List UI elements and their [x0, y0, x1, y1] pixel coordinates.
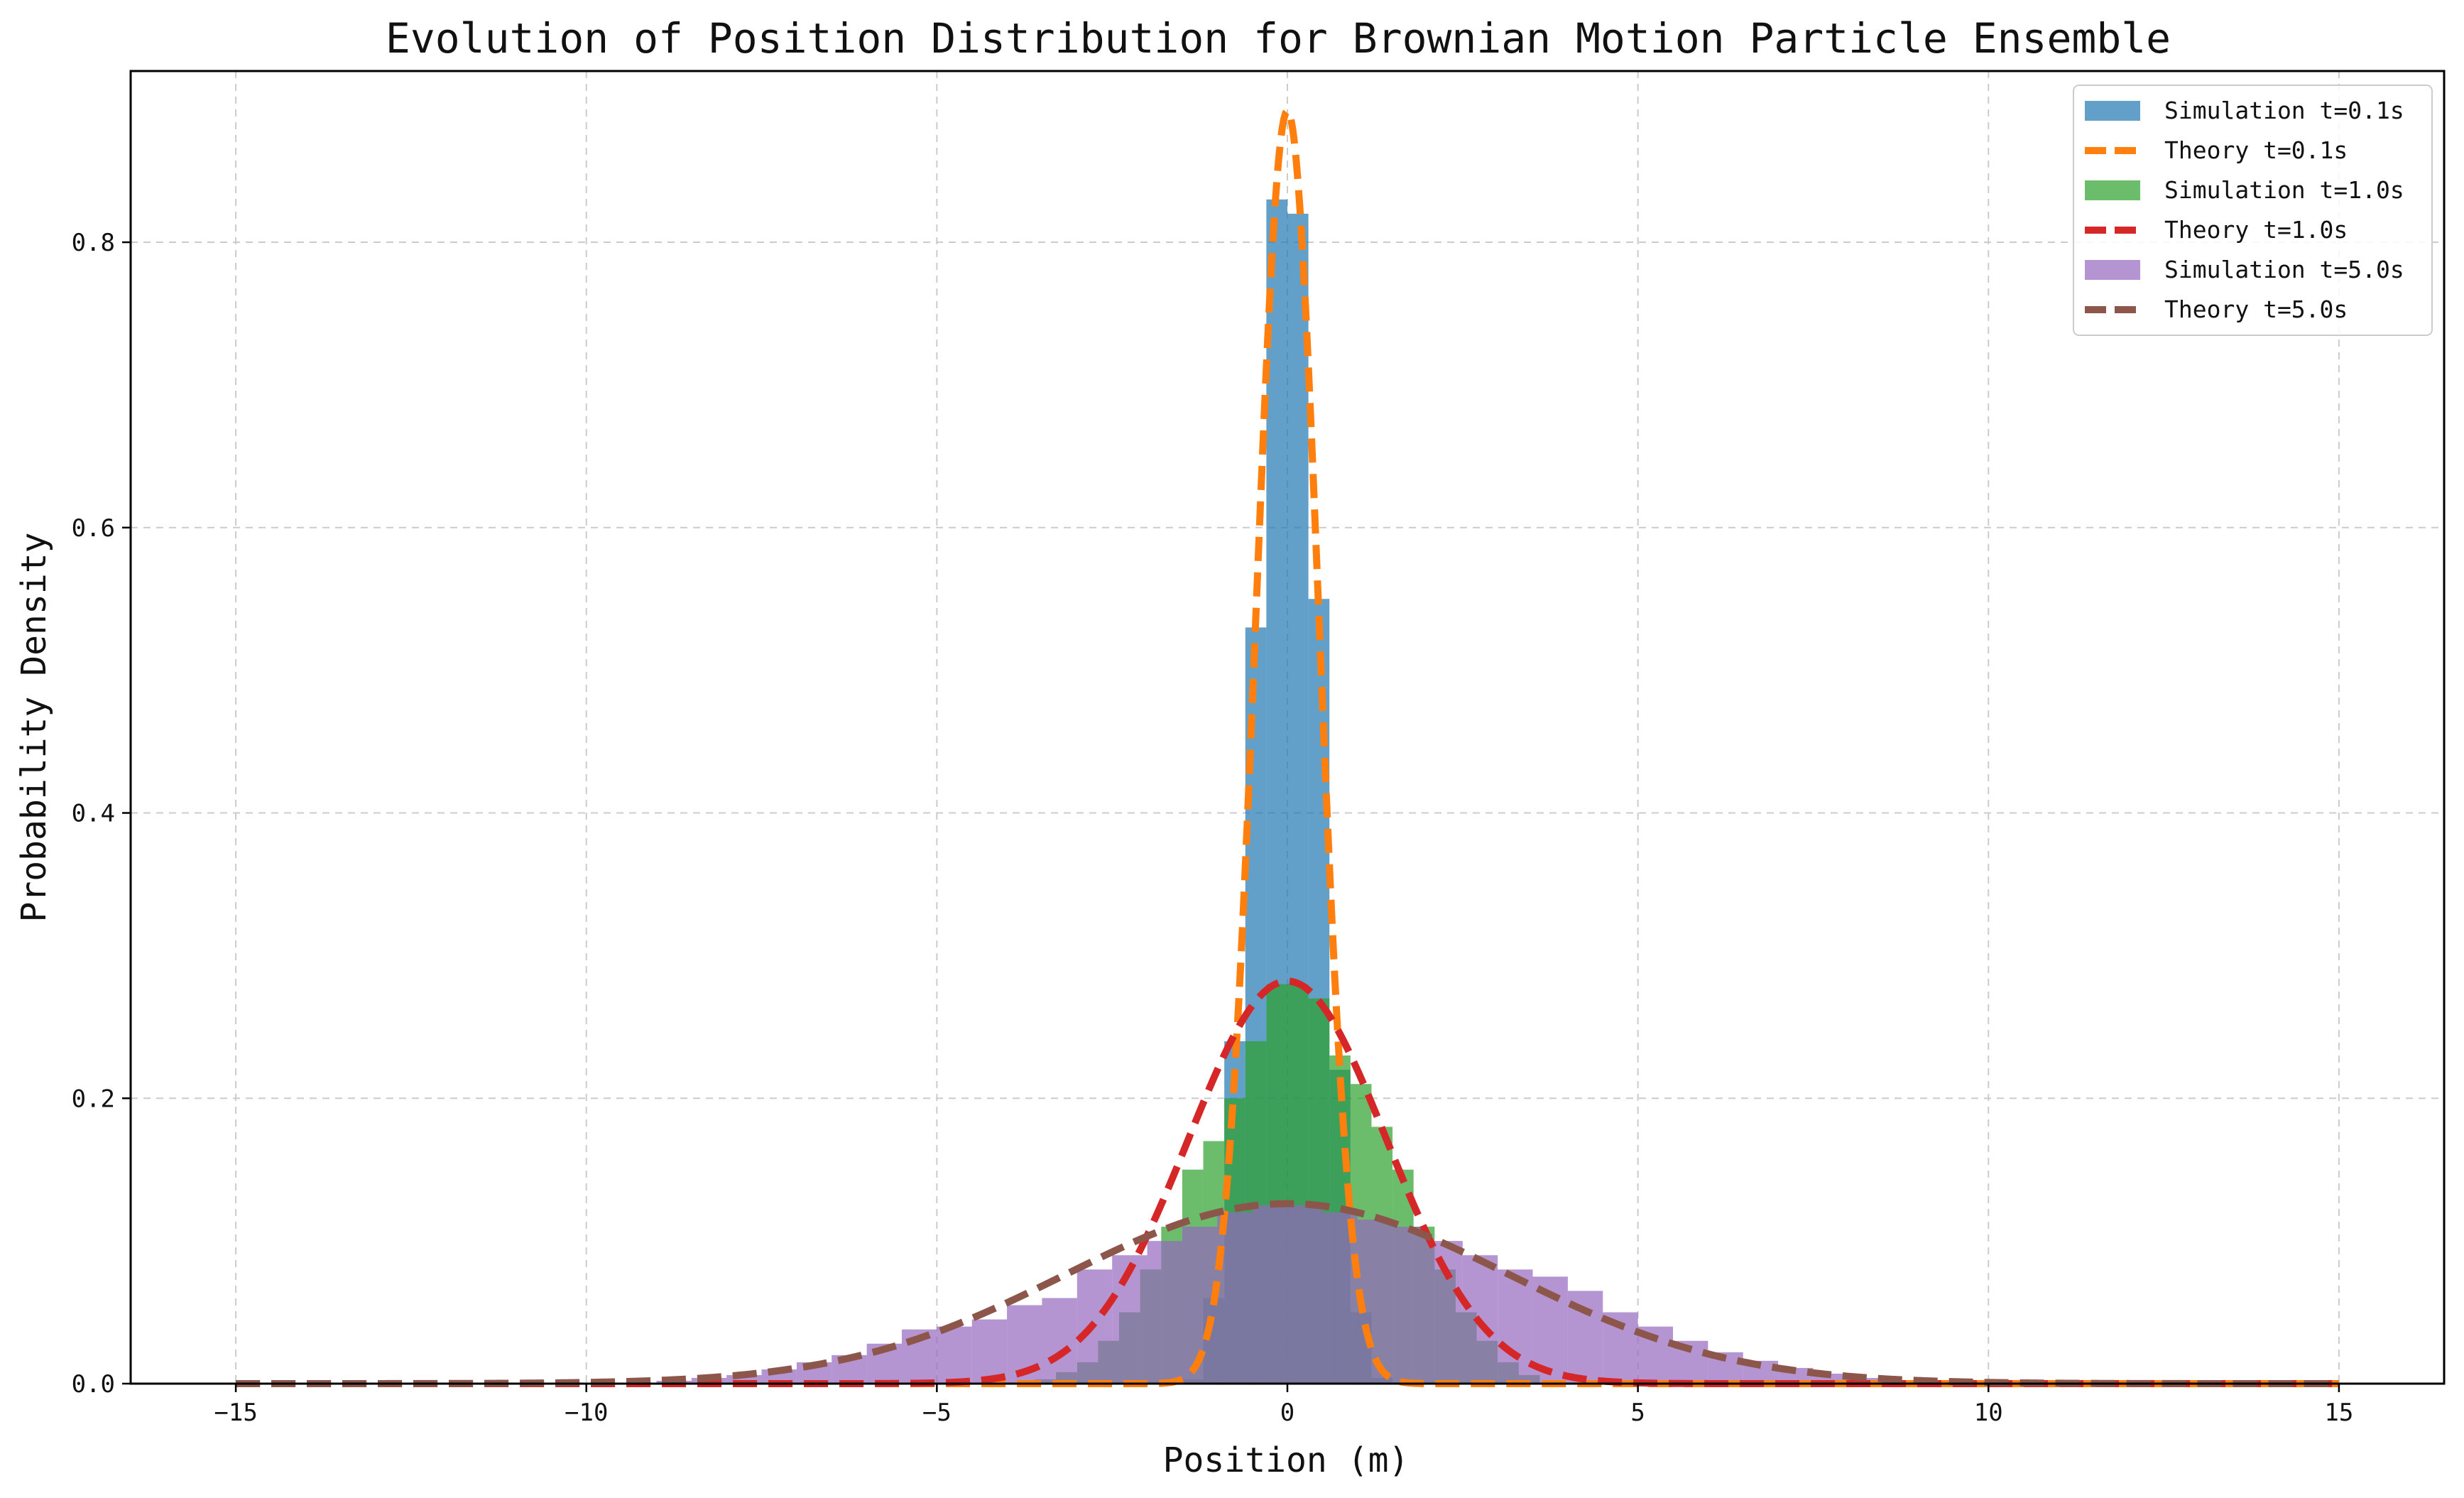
x-tick-label-3: 0 [1280, 1399, 1294, 1427]
x-tick-label-1: −10 [565, 1399, 608, 1427]
y-axis-ticks: 0.0 0.2 0.4 0.6 0.8 [72, 229, 131, 1399]
y-tick-label-0: 0.0 [72, 1370, 115, 1399]
legend-label-5: Theory t=5.0s [2164, 295, 2348, 323]
y-axis-label: Probability Density [14, 532, 54, 922]
hist-bar-2-11 [1042, 1298, 1077, 1384]
legend-label-1: Theory t=0.1s [2164, 136, 2348, 164]
hist-bar-2-8 [937, 1326, 972, 1384]
y-tick-label-1: 0.2 [72, 1085, 115, 1113]
legend-swatch-0 [2085, 101, 2140, 121]
hist-bar-2-22 [1427, 1241, 1463, 1384]
legend-swatch-4 [2085, 260, 2140, 280]
hist-bar-2-9 [971, 1319, 1008, 1384]
theory-curve-2 [236, 1200, 2339, 1387]
hist-bar-2-21 [1392, 1227, 1428, 1384]
hist-bar-2-14 [1147, 1241, 1182, 1384]
legend-swatch-2 [2085, 180, 2140, 200]
legend-label-3: Theory t=1.0s [2164, 216, 2348, 244]
legend-label-2: Simulation t=1.0s [2164, 176, 2404, 204]
x-tick-label-5: 10 [1974, 1399, 2003, 1427]
legend-box [2073, 85, 2433, 336]
legend-label-4: Simulation t=5.0s [2164, 256, 2404, 283]
y-tick-label-4: 0.8 [72, 229, 115, 257]
hist-bar-2-24 [1498, 1269, 1533, 1384]
x-tick-label-4: 5 [1630, 1399, 1645, 1427]
x-tick-label-2: −5 [922, 1399, 952, 1427]
x-tick-label-6: 15 [2324, 1399, 2353, 1427]
x-axis-label: Position (m) [1163, 1440, 1410, 1480]
hist-bar-2-18 [1287, 1205, 1323, 1384]
chart-title: Evolution of Position Distribution for B… [386, 14, 2171, 63]
y-tick-label-2: 0.4 [72, 800, 115, 828]
hist-bar-2-16 [1217, 1212, 1253, 1384]
y-tick-label-3: 0.6 [72, 514, 115, 543]
hist-bar-2-17 [1252, 1205, 1287, 1384]
x-tick-label-0: −15 [214, 1399, 257, 1427]
legend: Simulation t=0.1s Theory t=0.1s Simulation… [2073, 85, 2433, 336]
x-axis-ticks: −15 −10 −5 0 5 10 15 [214, 1384, 2353, 1427]
legend-label-0: Simulation t=0.1s [2164, 97, 2404, 124]
